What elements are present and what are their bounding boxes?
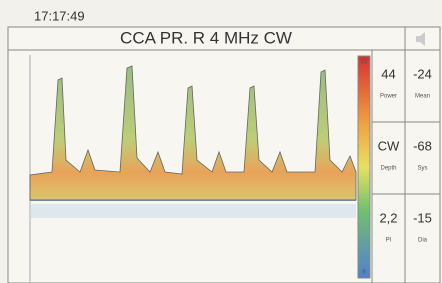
color-bar [358,56,370,278]
readout-label: Sys [417,166,427,172]
readout-value: -15 [413,210,432,225]
readout-value: -24 [413,66,432,81]
readout-value: 2,2 [379,210,397,225]
readout-value: CW [378,138,400,153]
clock: 17:17:49 [34,8,85,23]
reverse-flow [30,204,356,218]
readout-label: Dia [418,238,428,244]
readout-value: -68 [413,138,432,153]
readout-value: 44 [381,66,395,81]
page: html, body { margin: 0; padding: 0; widt… [0,0,442,283]
screen: 17:17:49 CCA PR. R 4 MHz CW 33 9 44Power… [0,0,442,283]
title: CCA PR. R 4 MHz CW [120,28,292,47]
readout-label: PI [386,238,392,244]
color-bar-top: 33 [361,60,368,66]
readout-label: Power [380,94,397,100]
frame [8,27,440,283]
body: {"header": {"time": "17:17:49", "title":… [0,0,442,283]
readout-label: Depth [380,166,396,172]
readout-label: Mean [415,94,430,100]
